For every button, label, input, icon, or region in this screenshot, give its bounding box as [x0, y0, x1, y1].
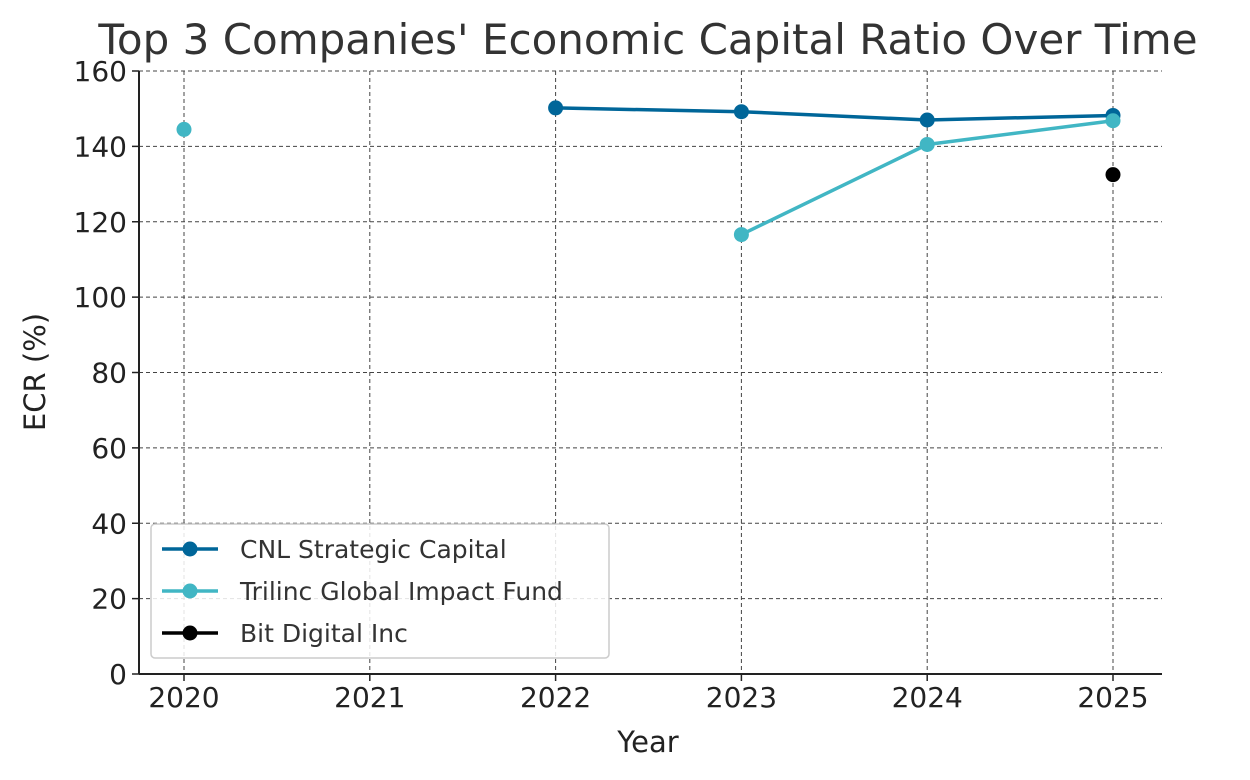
data-point	[176, 121, 192, 137]
x-tick-label: 2022	[520, 681, 591, 714]
y-tick-label: 160	[74, 55, 127, 88]
y-tick-label: 140	[74, 130, 127, 163]
y-tick-label: 60	[91, 432, 127, 465]
y-axis-label: ECR (%)	[18, 313, 52, 431]
legend-entry-label: CNL Strategic Capital	[240, 535, 507, 564]
chart-title: Top 3 Companies' Economic Capital Ratio …	[97, 15, 1197, 64]
legend-entry-label: Bit Digital Inc	[240, 619, 408, 648]
x-tick-label: 2020	[148, 681, 219, 714]
series-line-segment	[925, 118, 1115, 147]
data-point	[733, 227, 749, 243]
x-axis-label: Year	[616, 725, 678, 759]
x-tick-label: 2024	[892, 681, 963, 714]
series-2	[1105, 167, 1121, 183]
y-tick-label: 0	[109, 658, 127, 691]
y-tick-label: 80	[91, 357, 127, 390]
series-0	[548, 100, 1121, 128]
y-tick-label: 40	[91, 507, 127, 540]
x-tick-label: 2023	[706, 681, 777, 714]
series-line-segment	[739, 109, 929, 122]
legend: CNL Strategic Capital Trilinc Global Impa…	[150, 523, 610, 659]
legend-entry-label: Trilinc Global Impact Fund	[239, 577, 563, 606]
data-point	[1105, 167, 1121, 183]
y-tick-label: 100	[74, 281, 127, 314]
data-point	[919, 136, 935, 152]
legend-swatch-marker	[182, 625, 198, 641]
data-point	[733, 104, 749, 120]
y-tick-label: 120	[74, 206, 127, 239]
plot-series	[176, 100, 1121, 243]
y-tick-label: 20	[91, 583, 127, 616]
data-point	[919, 112, 935, 128]
legend-box	[150, 523, 610, 659]
x-tick-labels: 2020 2021 2022 2023 2024 2025	[148, 674, 1149, 714]
data-point	[1105, 113, 1121, 129]
series-line-segment	[739, 142, 929, 237]
x-tick-label: 2021	[334, 681, 405, 714]
legend-swatch-marker	[182, 541, 198, 557]
series-line-segment	[925, 113, 1115, 122]
y-tick-labels: 0 20 40 60 80 100 120 140 160	[74, 55, 139, 691]
series-1	[176, 113, 1121, 243]
legend-swatch-marker	[182, 583, 198, 599]
series-line-segment	[553, 106, 744, 114]
x-tick-label: 2025	[1077, 681, 1148, 714]
data-point	[548, 100, 564, 116]
